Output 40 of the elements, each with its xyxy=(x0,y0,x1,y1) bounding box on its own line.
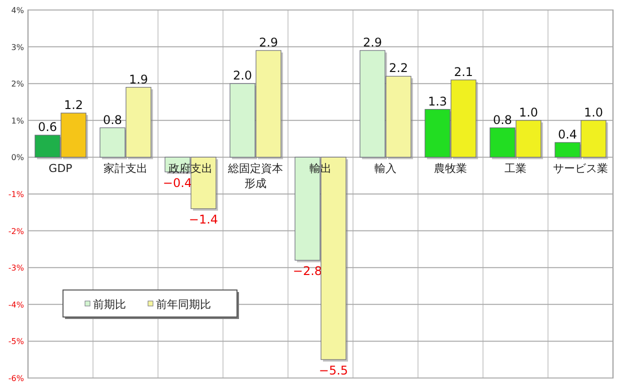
data-label: 2.2 xyxy=(388,61,408,76)
x-tick-label: GDP xyxy=(48,162,73,176)
data-label: 1.2 xyxy=(64,98,84,112)
data-label: 2.0 xyxy=(232,68,252,83)
x-tick-label: 輸入 xyxy=(374,162,396,176)
data-label: 2.1 xyxy=(454,64,474,79)
data-label: −1.4 xyxy=(188,212,218,227)
legend-label: 前期比 xyxy=(93,298,126,311)
x-tick-label: サービス業 xyxy=(553,162,608,176)
data-label: −5.5 xyxy=(318,364,348,378)
x-tick-label: 農牧業 xyxy=(434,162,467,176)
y-tick-label: 1% xyxy=(11,116,24,126)
data-label: 1.9 xyxy=(128,72,148,86)
data-label: 1.0 xyxy=(518,105,538,120)
data-label: −2.8 xyxy=(292,264,322,278)
data-label: −0.4 xyxy=(162,176,192,190)
x-tick-label: 政府支出 xyxy=(168,162,212,176)
y-tick-label: -6% xyxy=(8,374,24,383)
legend-label: 前年同期比 xyxy=(156,298,211,311)
y-tick-label: -2% xyxy=(8,226,24,236)
data-label: 0.4 xyxy=(558,127,578,142)
y-tick-label: -1% xyxy=(8,190,24,199)
data-label: 2.9 xyxy=(362,35,382,50)
x-tick-label: 家計支出 xyxy=(104,162,148,176)
y-tick-label: 0% xyxy=(11,153,24,162)
y-tick-label: 2% xyxy=(11,80,24,89)
y-tick-label: -4% xyxy=(8,300,24,310)
y-tick-label: 3% xyxy=(11,42,24,52)
x-tick-label: 輸出 xyxy=(310,162,332,176)
data-label: 0.8 xyxy=(102,112,122,127)
data-label: 0.6 xyxy=(38,120,58,134)
data-label: 1.3 xyxy=(428,94,448,108)
y-tick-label: -3% xyxy=(8,264,24,273)
data-label: 0.8 xyxy=(492,112,512,127)
data-label: 1.0 xyxy=(584,105,604,120)
data-label: 2.9 xyxy=(258,35,278,50)
x-tick-label: 総固定資本形成 xyxy=(227,162,283,190)
x-tick-label: 工業 xyxy=(504,162,526,176)
y-tick-label: -5% xyxy=(8,337,24,346)
y-tick-label: 4% xyxy=(11,6,24,15)
